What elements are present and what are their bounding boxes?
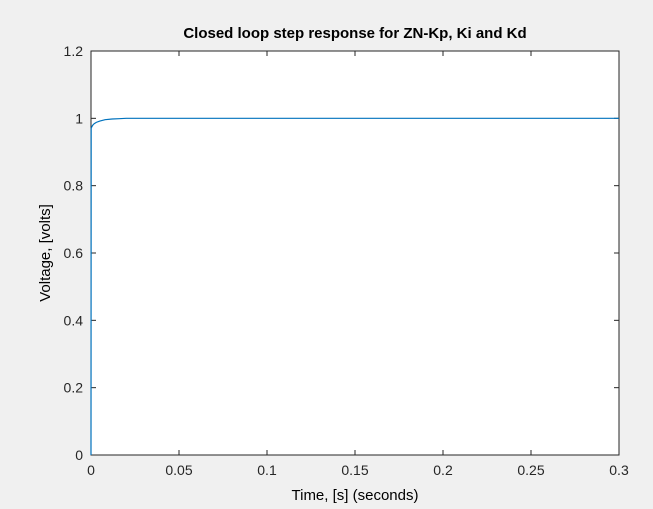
y-tick-label: 0.6 — [64, 245, 84, 261]
step-response-line — [90, 117, 619, 456]
y-tick-label: 0 — [75, 447, 83, 463]
y-tick-label: 0.4 — [64, 312, 84, 328]
axis-tick-labels: 0 0.05 0.1 0.15 0.2 0.25 0.3 0 0.2 0.4 0.6 0.8 1 1.2 — [64, 43, 629, 478]
chart-title: Closed loop step response for ZN-Kp, Ki … — [183, 25, 526, 42]
x-tick-label: 0.05 — [165, 462, 192, 478]
x-tick-label: 0.3 — [609, 462, 629, 478]
y-tick-label: 1 — [75, 110, 83, 126]
series-lines — [90, 117, 619, 456]
x-tick-label: 0.1 — [257, 462, 277, 478]
y-tick-label: 0.8 — [64, 178, 84, 194]
y-tick-label: 1.2 — [64, 43, 84, 59]
y-axis-label: Voltage, [volts] — [37, 204, 54, 302]
plot-area — [90, 50, 620, 456]
x-tick-label: 0.25 — [517, 462, 544, 478]
x-tick-label: 0.15 — [341, 462, 368, 478]
x-tick-label: 0 — [87, 462, 95, 478]
y-tick-label: 0.2 — [64, 380, 84, 396]
x-axis-label: Time, [s] (seconds) — [292, 487, 419, 504]
x-tick-label: 0.2 — [433, 462, 453, 478]
axis-ticks — [90, 50, 620, 456]
